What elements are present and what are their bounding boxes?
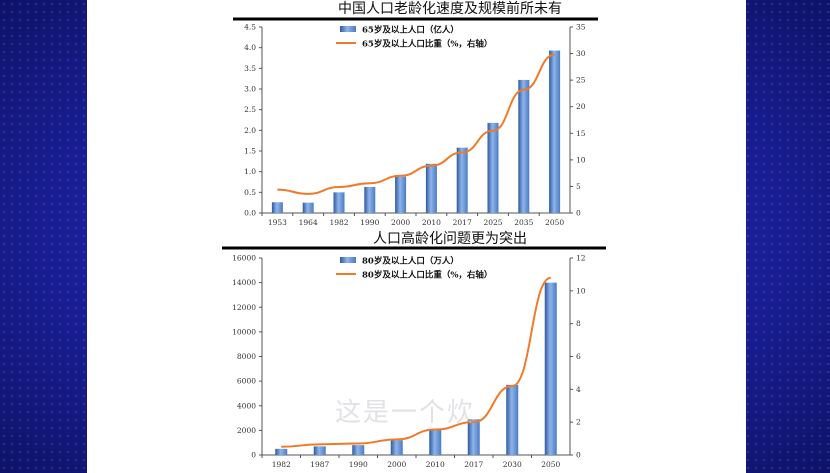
x-tick-label: 2050 — [545, 218, 564, 227]
y2-tick-label: 25 — [576, 76, 586, 85]
y2-tick-label: 12 — [576, 254, 586, 263]
bar — [518, 79, 530, 213]
x-tick-label: 2010 — [422, 218, 441, 227]
bar — [275, 448, 288, 455]
y-tick-label: 2000 — [237, 426, 256, 435]
bar — [429, 429, 442, 455]
y-tick-label: 0.0 — [244, 209, 256, 218]
y-tick-label: 16000 — [232, 254, 256, 263]
y2-tick-label: 10 — [576, 286, 586, 295]
y-tick-label: 0.5 — [244, 188, 256, 197]
legend-bar-swatch — [340, 257, 356, 263]
x-tick-label: 2030 — [503, 460, 522, 469]
x-tick-label: 1964 — [299, 218, 318, 227]
x-tick-label: 2050 — [541, 460, 560, 469]
legend-bar-label: 80岁及以上人口（万人） — [362, 256, 459, 267]
x-tick-label: 1982 — [329, 218, 348, 227]
y2-tick-label: 6 — [576, 352, 581, 361]
bar — [395, 176, 407, 213]
y-tick-label: 0 — [251, 451, 256, 460]
bar — [425, 163, 437, 213]
legend-bar-label: 65岁及以上人口（亿人） — [362, 25, 459, 36]
legend: 80岁及以上人口（万人） 80岁及以上人口比重（%，右轴） — [336, 256, 492, 281]
bar — [364, 186, 376, 213]
bar — [302, 202, 314, 213]
y-tick-label: 3.0 — [244, 85, 256, 94]
y2-tick-label: 30 — [576, 49, 586, 58]
y2-tick-label: 0 — [576, 451, 581, 460]
y2-tick-label: 2 — [576, 418, 581, 427]
y2-tick-label: 0 — [576, 209, 581, 218]
x-tick-label: 2035 — [514, 218, 533, 227]
y-tick-label: 4000 — [237, 401, 256, 410]
x-tick-label: 2000 — [387, 460, 406, 469]
bar — [487, 122, 499, 213]
y-tick-label: 4.5 — [244, 23, 256, 32]
chart1-title: 中国人口老龄化速度及规模前所未有 — [338, 0, 562, 17]
bar — [390, 440, 403, 455]
y-tick-label: 10000 — [232, 327, 256, 336]
y2-tick-label: 8 — [576, 319, 581, 328]
bar — [271, 202, 283, 213]
series-line — [277, 53, 555, 195]
y-tick-label: 4.0 — [244, 43, 256, 52]
bar — [333, 192, 345, 213]
y-tick-label: 6000 — [237, 377, 256, 386]
y2-tick-label: 4 — [576, 385, 581, 394]
series-line — [281, 276, 552, 448]
chart1-plot: 0.00.51.01.52.02.53.03.54.04.50510152025… — [244, 23, 586, 228]
x-tick-label: 2010 — [426, 460, 445, 469]
x-tick-label: 1953 — [268, 218, 287, 227]
y2-tick-label: 35 — [576, 23, 586, 32]
y2-tick-label: 20 — [576, 102, 586, 111]
y-tick-label: 8000 — [237, 352, 256, 361]
y-tick-label: 1.0 — [244, 167, 256, 176]
y2-tick-label: 5 — [576, 182, 581, 191]
y-tick-label: 14000 — [232, 278, 256, 287]
x-tick-label: 2025 — [483, 218, 502, 227]
y2-tick-label: 10 — [576, 155, 586, 164]
x-tick-label: 1990 — [360, 218, 379, 227]
y-tick-label: 3.5 — [244, 64, 256, 73]
y-tick-label: 2.0 — [244, 126, 256, 135]
watermark-text: 这是一个炊 — [335, 398, 476, 428]
y-tick-label: 2.5 — [244, 105, 256, 114]
bar — [544, 282, 557, 455]
chart2-title: 人口高龄化问题更为突出 — [373, 230, 527, 247]
bar — [456, 147, 468, 213]
x-tick-label: 2000 — [391, 218, 410, 227]
bar — [352, 445, 365, 455]
chart2-plot: 0 2000 4000 6000 8000 10000 12000 14000 16000 0 2 4… — [232, 254, 586, 470]
legend-line-label: 80岁及以上人口比重（%，右轴） — [362, 270, 492, 281]
x-tick-label: 2017 — [464, 460, 483, 469]
y-tick-label: 12000 — [232, 303, 256, 312]
legend: 65岁及以上人口（亿人） 65岁及以上人口比重（%，右轴） — [336, 25, 492, 50]
slide-panel — [87, 0, 746, 473]
y2-tick-label: 15 — [576, 129, 586, 138]
y-tick-label: 1.5 — [244, 147, 256, 156]
x-tick-label: 2017 — [453, 218, 472, 227]
legend-line-label: 65岁及以上人口比重（%，右轴） — [362, 39, 492, 50]
bar — [467, 419, 480, 455]
x-tick-label: 1982 — [272, 460, 291, 469]
bar — [549, 50, 561, 214]
bar — [313, 446, 326, 455]
legend-bar-swatch — [340, 26, 356, 32]
bar — [506, 384, 519, 455]
x-tick-label: 1990 — [349, 460, 368, 469]
x-tick-label: 1987 — [310, 460, 329, 469]
